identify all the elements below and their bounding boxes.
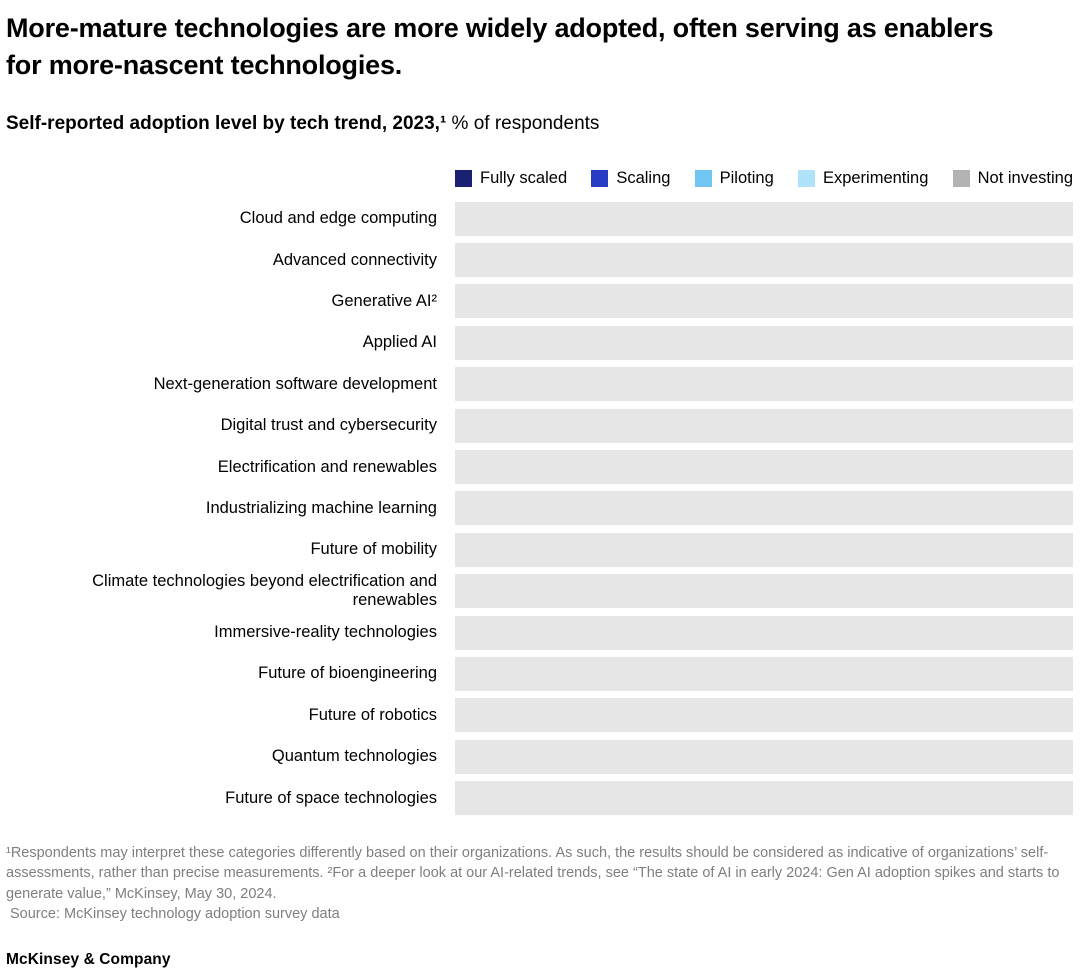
- row-label: Cloud and edge computing: [239, 209, 437, 228]
- bar: [455, 574, 1073, 609]
- chart-subtitle: Self-reported adoption level by tech tre…: [6, 111, 1073, 136]
- chart-row: Future of robotics: [6, 695, 1073, 736]
- bar-track: [437, 739, 1073, 774]
- chart-row: Future of mobility: [6, 529, 1073, 570]
- source-line: Source: McKinsey technology adoption sur…: [10, 906, 340, 923]
- row-label: Industrializing machine learning: [205, 498, 437, 517]
- legend-label: Experimenting: [822, 168, 929, 187]
- bar-track: [437, 532, 1073, 567]
- chart-row: Next-generation software development: [6, 364, 1073, 405]
- bar-track: [437, 284, 1073, 319]
- label-column-spacer: [6, 167, 455, 189]
- legend-item: Not investing: [952, 168, 1073, 188]
- chart-row: Digital trust and cybersecurity: [6, 405, 1073, 446]
- bar: [455, 408, 1073, 443]
- chart-row: Climate technologies beyond electrificat…: [6, 571, 1073, 612]
- bar: [455, 450, 1073, 485]
- legend-label: Not investing: [977, 168, 1073, 187]
- bar: [455, 698, 1073, 733]
- bar-track: [437, 243, 1073, 278]
- bar-track: [437, 574, 1073, 609]
- chart-row: Future of space technologies: [6, 777, 1073, 818]
- chart-row: Quantum technologies: [6, 736, 1073, 777]
- bar-chart: Fully scaled Scaling Piloting Experimenting…: [6, 167, 1073, 819]
- bar: [455, 284, 1073, 319]
- bar: [455, 367, 1073, 402]
- bar: [455, 491, 1073, 526]
- legend-item: Piloting: [694, 168, 774, 188]
- chart-legend: Fully scaled Scaling Piloting Experimenting…: [455, 167, 1073, 189]
- bar-track: [437, 325, 1073, 360]
- legend-swatch-icon: [797, 169, 815, 187]
- chart-row: Immersive-reality technologies: [6, 612, 1073, 653]
- chart-row: Electrification and renewables: [6, 446, 1073, 487]
- chart-row: Future of bioengineering: [6, 653, 1073, 694]
- legend-item: Experimenting: [797, 168, 929, 188]
- bar-track: [437, 698, 1073, 733]
- bar-track: [437, 781, 1073, 816]
- row-label: Future of space technologies: [225, 788, 437, 807]
- bar: [455, 656, 1073, 691]
- bar: [455, 532, 1073, 567]
- mckinsey-company-logo: McKinsey & Company: [6, 950, 171, 968]
- row-label: Future of mobility: [310, 540, 437, 559]
- legend-label: Fully scaled: [480, 168, 568, 187]
- row-label: Digital trust and cybersecurity: [220, 416, 437, 435]
- row-label: Electrification and renewables: [217, 457, 437, 476]
- legend-label: Scaling: [616, 168, 671, 187]
- subtitle-unit-text: % of respondents: [446, 113, 600, 134]
- chart-row: Cloud and edge computing: [6, 198, 1073, 239]
- legend-item: Scaling: [591, 169, 670, 188]
- row-label: Applied AI: [362, 333, 437, 352]
- bar-track: [437, 367, 1073, 402]
- legend-swatch-icon: [455, 169, 472, 187]
- chart-row: Industrializing machine learning: [6, 488, 1073, 529]
- legend-label: Piloting: [719, 168, 774, 187]
- bar-track: [437, 408, 1073, 443]
- legend-swatch-icon: [952, 169, 970, 187]
- row-label: Immersive-reality technologies: [214, 623, 437, 642]
- legend-item: Fully scaled: [455, 169, 567, 188]
- legend-swatch-icon: [694, 169, 712, 187]
- chart-rows: Cloud and edge computing Advanced connect…: [6, 198, 1073, 819]
- bar: [455, 243, 1073, 278]
- bar: [455, 201, 1073, 236]
- chart-row: Generative AI²: [6, 281, 1073, 322]
- bar: [455, 739, 1073, 774]
- bar-track: [437, 491, 1073, 526]
- footnote-text: ¹Respondents may interpret these categor…: [6, 844, 1060, 902]
- legend-row: Fully scaled Scaling Piloting Experimenting…: [6, 167, 1073, 189]
- row-label: Climate technologies beyond electrificat…: [92, 572, 437, 610]
- bar-track: [437, 656, 1073, 691]
- bar: [455, 781, 1073, 816]
- row-label: Quantum technologies: [271, 747, 437, 766]
- bar: [455, 615, 1073, 650]
- bar-track: [437, 201, 1073, 236]
- chart-row: Applied AI: [6, 322, 1073, 363]
- row-label: Advanced connectivity: [272, 250, 437, 269]
- row-label: Future of bioengineering: [258, 664, 437, 683]
- bar: [455, 325, 1073, 360]
- chart-row: Advanced connectivity: [6, 239, 1073, 280]
- bar-track: [437, 615, 1073, 650]
- row-label: Generative AI²: [331, 291, 437, 310]
- page-title: More-mature technologies are more widely…: [6, 13, 994, 80]
- legend-swatch-icon: [591, 169, 609, 187]
- subtitle-bold-text: Self-reported adoption level by tech tre…: [6, 113, 447, 134]
- bar-track: [437, 450, 1073, 485]
- row-label: Next-generation software development: [153, 374, 437, 393]
- row-label: Future of robotics: [308, 705, 437, 724]
